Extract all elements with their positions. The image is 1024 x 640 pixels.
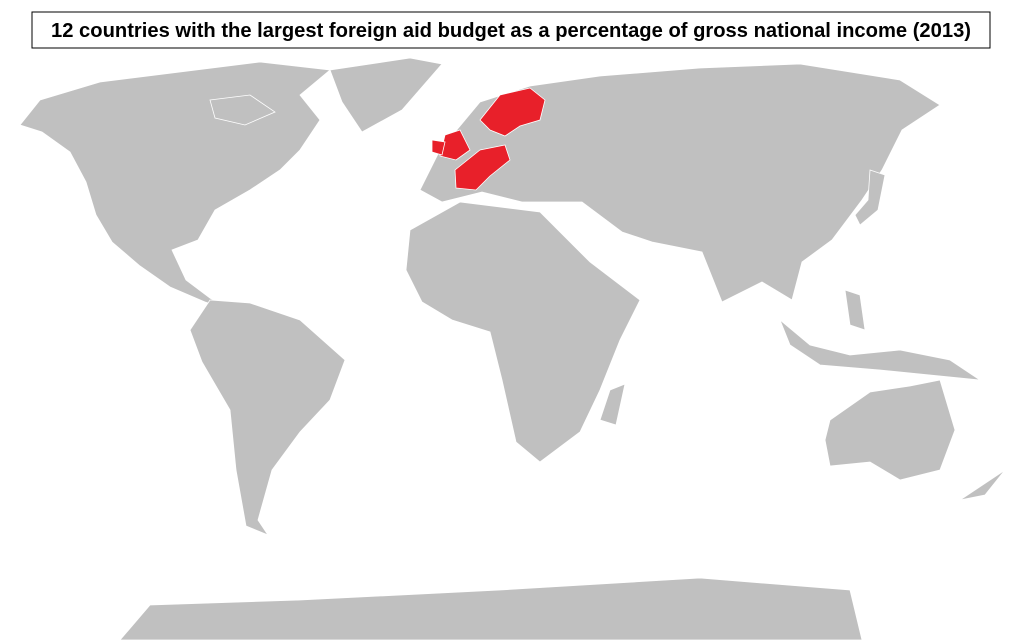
- indonesia: [779, 319, 981, 381]
- north-america: [19, 61, 331, 311]
- title-box: [31, 11, 991, 49]
- philippines: [844, 289, 866, 331]
- africa: [405, 201, 641, 463]
- antarctica: [119, 577, 863, 640]
- madagascar: [599, 383, 626, 426]
- south-america: [189, 299, 346, 536]
- australia: [824, 379, 956, 481]
- eurasia: [419, 63, 941, 303]
- ireland: [431, 139, 446, 156]
- greenland: [329, 57, 443, 133]
- scandinavia: [479, 87, 546, 137]
- japan: [854, 169, 886, 226]
- arctic-islands: [209, 94, 276, 126]
- map-title: 12 countries with the largest foreign ai…: [51, 20, 971, 42]
- new-zealand: [959, 469, 1006, 501]
- western-europe: [454, 144, 511, 191]
